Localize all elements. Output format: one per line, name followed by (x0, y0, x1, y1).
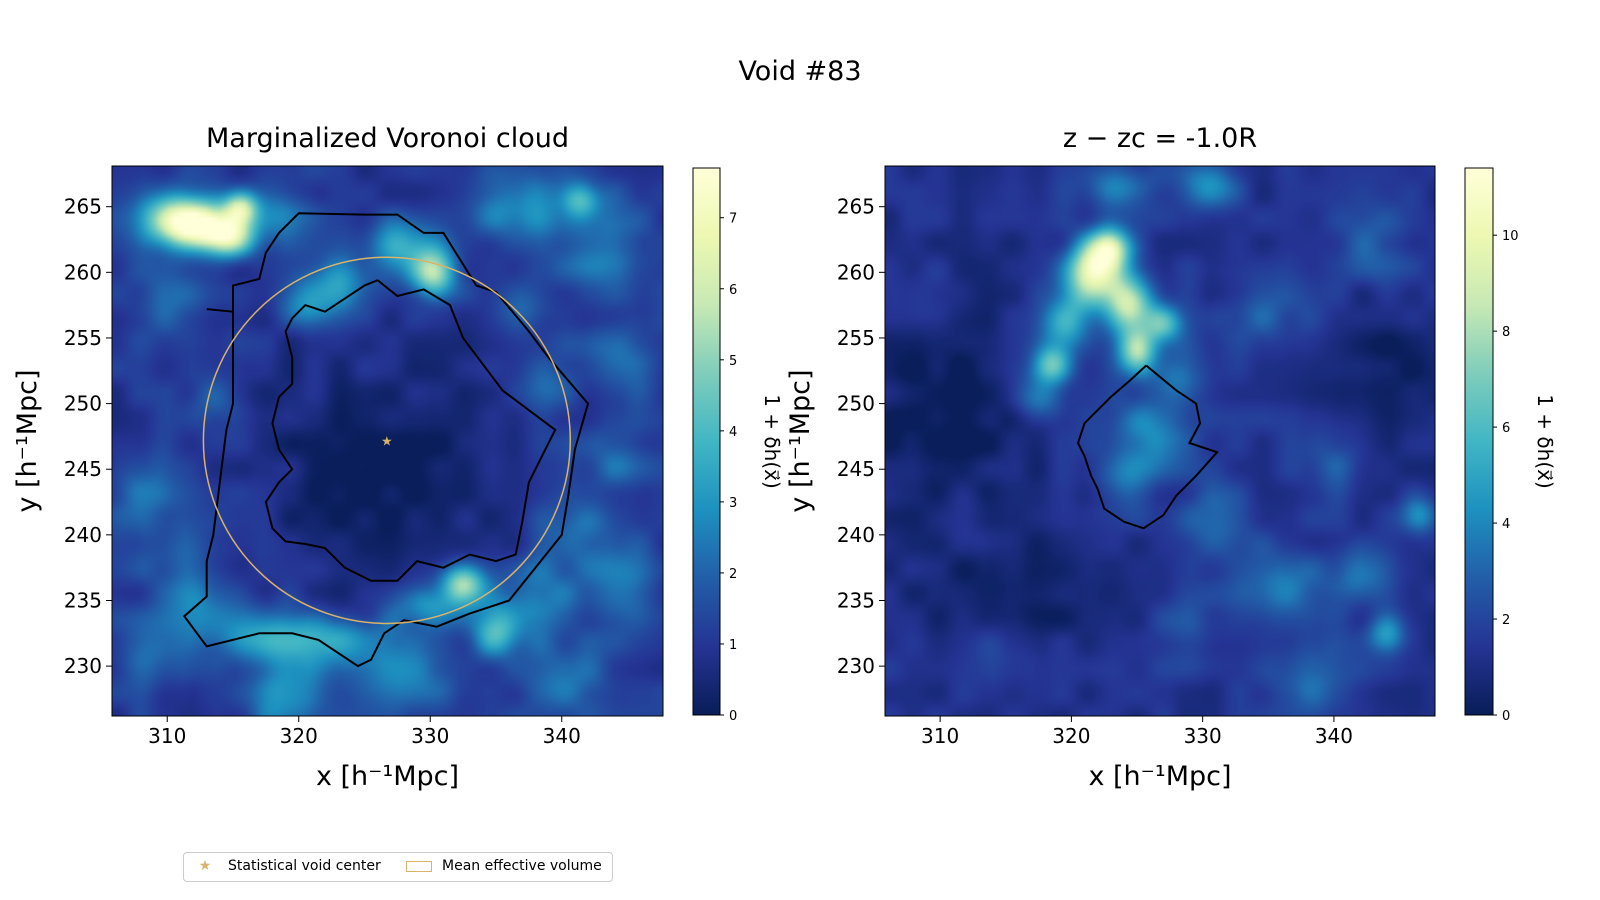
x-tick-label: 330 (1184, 724, 1222, 748)
y-tick-label: 260 (64, 260, 102, 284)
legend: ★ Statistical void center Mean effective… (183, 852, 613, 882)
y-tick-label: 240 (837, 523, 875, 547)
colorbar (1464, 167, 1494, 716)
y-tick-label: 265 (837, 195, 875, 219)
void-contour-2 (264, 279, 557, 582)
colorbar-tick-label: 10 (1502, 229, 1519, 244)
colorbar-tick-label: 8 (1502, 325, 1510, 340)
y-axis-label: y [h⁻¹Mpc] (12, 369, 43, 512)
y-tick-label: 255 (64, 326, 102, 350)
y-tick-label: 255 (837, 326, 875, 350)
plot-frame (884, 165, 1436, 717)
y-tick-label: 235 (64, 588, 102, 612)
y-tick-label: 230 (837, 654, 875, 678)
colorbar-tick-label: 0 (1502, 709, 1510, 724)
y-tick-label: 245 (837, 457, 875, 481)
legend-item-star: ★ Statistical void center (192, 858, 381, 874)
x-tick-label: 320 (1052, 724, 1090, 748)
colorbar-tick-label: 2 (729, 567, 737, 582)
x-tick-label: 330 (411, 724, 449, 748)
legend-item-circle: Mean effective volume (406, 858, 602, 874)
x-tick-label: 320 (280, 724, 318, 748)
colorbar-tick-label: 0 (729, 709, 737, 724)
x-tick-label: 310 (148, 724, 186, 748)
density-heatmap (885, 166, 1435, 716)
colorbar-tick-label: 7 (729, 212, 737, 227)
mean-effective-volume-circle (202, 256, 572, 625)
y-tick-label: 245 (64, 457, 102, 481)
y-tick-label: 230 (64, 654, 102, 678)
colorbar-tick-label: 2 (1502, 613, 1510, 628)
statistical-void-center-star: ★ (381, 434, 393, 449)
x-axis-label: x [h⁻¹Mpc] (1088, 761, 1231, 792)
y-tick-label: 240 (64, 523, 102, 547)
void-contour-1 (182, 212, 590, 668)
legend-label-star: Statistical void center (228, 858, 381, 874)
colorbar-label: 1 + δh(x⃗) (1533, 394, 1557, 489)
figure-title: Void #83 (738, 56, 862, 87)
colorbar-tick-label: 4 (1502, 517, 1510, 532)
void-contour-1 (1076, 364, 1219, 530)
plot-frame (111, 165, 664, 717)
colorbar-tick-label: 3 (729, 496, 737, 511)
y-tick-label: 260 (837, 260, 875, 284)
y-tick-label: 235 (837, 588, 875, 612)
colorbar-tick-label: 4 (729, 425, 737, 440)
legend-label-circle: Mean effective volume (442, 858, 602, 874)
star-icon: ★ (198, 858, 212, 874)
colorbar-tick-label: 6 (729, 283, 737, 298)
x-tick-label: 310 (921, 724, 959, 748)
colorbar-tick-label: 1 (729, 638, 737, 653)
panel-title: Marginalized Voronoi cloud (206, 123, 569, 154)
y-tick-label: 250 (837, 392, 875, 416)
colorbar (692, 167, 721, 716)
y-tick-label: 250 (64, 392, 102, 416)
x-axis-label: x [h⁻¹Mpc] (316, 761, 459, 792)
x-tick-label: 340 (543, 724, 581, 748)
x-tick-label: 340 (1315, 724, 1353, 748)
colorbar-tick-label: 6 (1502, 421, 1510, 436)
colorbar-tick-label: 5 (729, 354, 737, 369)
y-tick-label: 265 (64, 195, 102, 219)
y-axis-label: y [h⁻¹Mpc] (785, 369, 816, 512)
colorbar-label: 1 + δh(x⃗) (760, 394, 784, 489)
panel-title: z − zc = -1.0R (1063, 123, 1257, 154)
rectangle-outline-icon (406, 860, 432, 872)
